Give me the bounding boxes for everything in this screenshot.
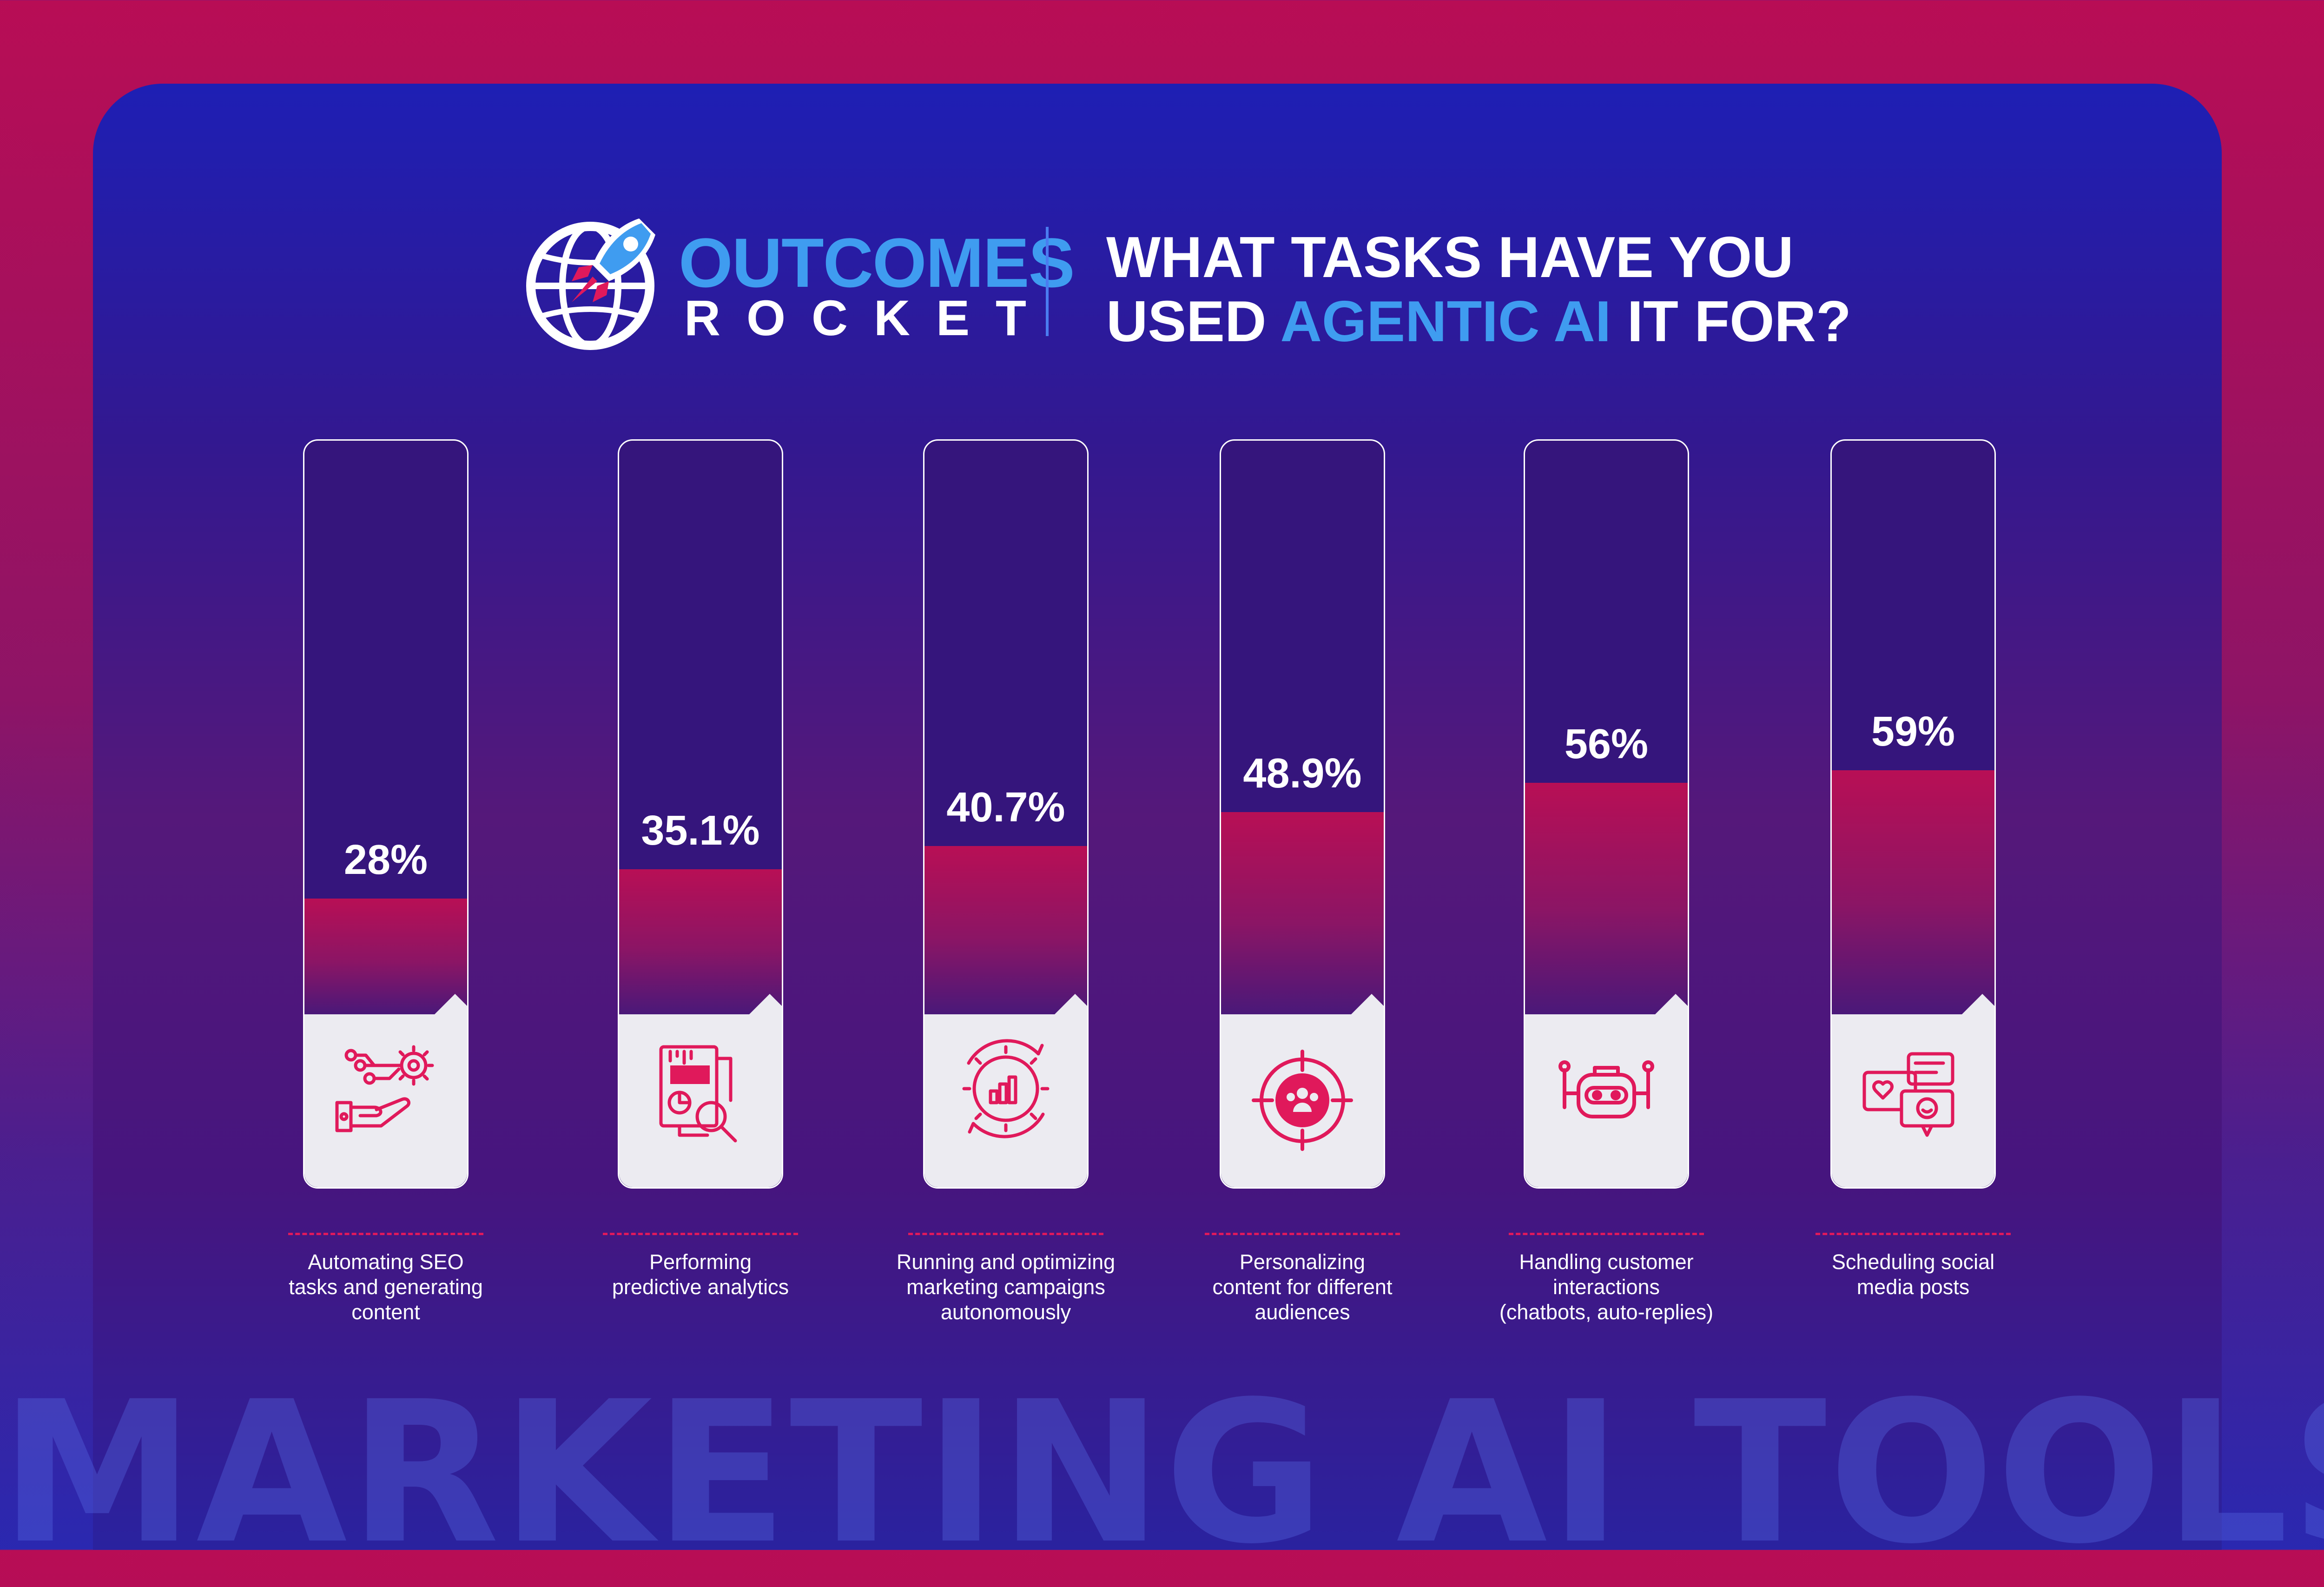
category-label-line: (chatbots, auto-replies)	[1499, 1300, 1714, 1324]
campaign-cycle-icon	[962, 1039, 1050, 1138]
category-label-line: Scheduling social	[1831, 1250, 1995, 1274]
title-line-2-pre: USED	[1106, 290, 1281, 354]
brand-name-top: OUTCOMES	[679, 224, 1075, 302]
category-label-line: media posts	[1856, 1275, 1970, 1299]
bar-frame	[1830, 439, 1996, 1189]
label-divider	[1816, 1233, 2011, 1235]
category-label-line: tasks and generating	[289, 1275, 483, 1299]
icon-panel	[619, 994, 782, 1187]
category-label: Running and optimizing marketing campaig…	[876, 1250, 1136, 1325]
label-divider	[288, 1233, 483, 1235]
robot-hand-gears-icon	[335, 1045, 434, 1132]
icon-panel	[1221, 994, 1384, 1187]
icon-panel	[1525, 994, 1688, 1187]
label-divider	[1509, 1233, 1704, 1235]
category-label: Automating SEO tasks and generating cont…	[256, 1250, 516, 1325]
outcomes-rocket-logo-icon	[526, 218, 655, 350]
bar	[1525, 782, 1688, 1014]
category-label: Personalizing content for different audi…	[1172, 1250, 1433, 1325]
panel-notch	[434, 994, 467, 1015]
title-line-1: WHAT TASKS HAVE YOU	[1106, 225, 1794, 290]
chatbot-icon	[1558, 1060, 1654, 1118]
category-label-line: interactions	[1552, 1275, 1660, 1299]
brand-name-bottom: ROCKET	[684, 290, 1052, 346]
bar-frame	[1220, 439, 1385, 1189]
target-audience-icon	[1252, 1050, 1353, 1151]
bar-frame	[923, 439, 1089, 1189]
panel-notch	[748, 994, 782, 1015]
analytics-report-icon	[659, 1045, 737, 1143]
category-label-line: predictive analytics	[612, 1275, 789, 1299]
value-label: 40.7%	[946, 784, 1065, 831]
bar	[924, 846, 1087, 1014]
label-divider	[908, 1233, 1103, 1235]
watermark-text: MARKETING AI TOOLS	[0, 1360, 2324, 1587]
value-label: 35.1%	[641, 807, 760, 854]
value-label: 48.9%	[1243, 750, 1362, 797]
label-divider	[1205, 1233, 1400, 1235]
bar-frame	[618, 439, 783, 1189]
icon-panel	[924, 994, 1087, 1187]
bar	[1221, 812, 1384, 1014]
value-label: 28%	[343, 836, 428, 883]
category-label-line: Personalizing	[1239, 1250, 1366, 1274]
title-line-2-post: IT FOR?	[1611, 290, 1851, 354]
category-label: Performing predictive analytics	[570, 1250, 831, 1300]
category-label-line: Handling customer	[1519, 1250, 1694, 1274]
title-highlight: AGENTIC AI	[1280, 290, 1611, 354]
bar-column: 48.9%	[1220, 439, 1385, 1189]
bar-column: 40.7%	[923, 439, 1089, 1189]
bar-column: 35.1%	[618, 439, 783, 1189]
icon-panel	[1832, 994, 1994, 1187]
panel-notch	[1654, 994, 1688, 1015]
bar	[1832, 770, 1994, 1014]
category-label-line: audiences	[1254, 1300, 1350, 1324]
category-label-line: autonomously	[940, 1300, 1071, 1324]
bar	[619, 869, 782, 1014]
panel-notch	[1054, 994, 1087, 1015]
category-label-line: content	[351, 1300, 420, 1324]
header-divider	[1046, 227, 1049, 336]
value-label: 56%	[1564, 721, 1649, 767]
category-label-line: content for different	[1212, 1275, 1393, 1299]
page-title: WHAT TASKS HAVE YOU USED AGENTIC AI IT F…	[1106, 225, 1851, 354]
panel-notch	[1961, 994, 1994, 1015]
bar-column: 56%	[1524, 439, 1689, 1189]
label-divider	[603, 1233, 798, 1235]
title-line-2: USED AGENTIC AI IT FOR?	[1106, 290, 1851, 354]
social-chat-icon	[1862, 1052, 1954, 1137]
category-label: Scheduling social media posts	[1783, 1250, 2043, 1300]
category-label-line: Performing	[649, 1250, 752, 1274]
panel-notch	[1350, 994, 1384, 1015]
value-label: 59%	[1871, 708, 1955, 755]
bar-frame	[1524, 439, 1689, 1189]
bar-column: 28%	[303, 439, 469, 1189]
bar-column: 59%	[1830, 439, 1996, 1189]
category-label-line: Running and optimizing	[896, 1250, 1116, 1274]
bar-frame	[303, 439, 469, 1189]
category-label-line: Automating SEO	[308, 1250, 464, 1274]
category-label: Handling customer interactions (chatbots…	[1476, 1250, 1736, 1325]
category-label-line: marketing campaigns	[906, 1275, 1105, 1299]
icon-panel	[304, 994, 467, 1187]
